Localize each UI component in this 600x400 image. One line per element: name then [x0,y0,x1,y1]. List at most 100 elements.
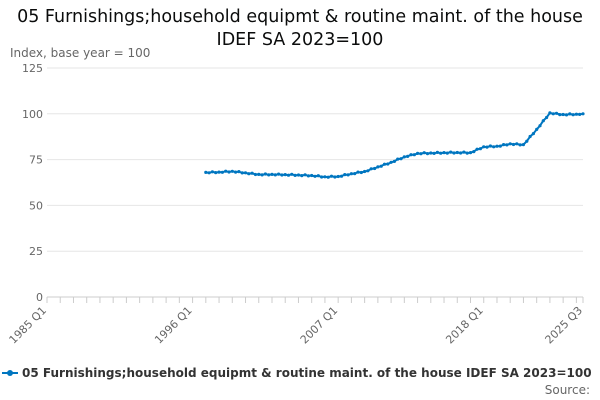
data-point[interactable] [293,173,297,177]
data-point[interactable] [409,153,413,157]
data-point[interactable] [326,175,330,179]
data-point[interactable] [422,151,426,155]
data-point[interactable] [475,147,479,151]
data-point[interactable] [247,172,251,176]
data-point[interactable] [373,166,377,171]
data-point[interactable] [220,170,224,174]
data-point[interactable] [561,112,565,117]
data-point[interactable] [204,170,208,174]
data-point[interactable] [525,139,529,143]
data-point[interactable] [260,173,264,177]
data-point[interactable] [482,145,486,149]
data-point[interactable] [313,174,317,178]
data-point[interactable] [336,174,340,179]
legend-label[interactable]: 05 Furnishings;household equipmt & routi… [22,366,592,380]
data-point[interactable] [267,173,271,177]
data-point[interactable] [412,153,416,157]
data-point[interactable] [432,151,436,155]
data-point[interactable] [214,171,218,175]
data-point[interactable] [492,145,496,149]
data-point[interactable] [234,170,238,174]
data-point[interactable] [551,112,555,116]
data-point[interactable] [263,172,267,176]
data-point[interactable] [250,171,254,175]
data-point[interactable] [379,164,383,168]
data-point[interactable] [425,152,430,156]
data-point[interactable] [349,172,353,176]
data-point[interactable] [376,165,380,169]
data-point[interactable] [465,151,469,155]
data-point[interactable] [227,170,231,174]
data-point[interactable] [270,172,274,176]
data-point[interactable] [392,159,396,163]
data-point[interactable] [528,134,532,139]
data-point[interactable] [346,173,350,177]
data-point[interactable] [488,144,492,148]
legend[interactable]: 05 Furnishings;household equipmt & routi… [2,364,592,382]
data-point[interactable] [521,143,526,147]
data-point[interactable] [339,174,344,178]
data-point[interactable] [210,170,214,174]
data-point[interactable] [300,174,304,178]
data-point[interactable] [435,150,439,154]
data-point[interactable] [243,171,248,175]
data-point[interactable] [230,169,234,173]
data-point[interactable] [518,143,522,147]
data-point[interactable] [406,154,410,158]
data-point[interactable] [402,155,406,159]
data-point[interactable] [449,150,453,154]
data-point[interactable] [442,151,446,155]
data-point[interactable] [283,173,287,177]
data-point[interactable] [290,172,294,176]
data-point[interactable] [363,169,367,174]
data-point[interactable] [505,143,509,147]
data-point[interactable] [237,170,241,174]
data-point[interactable] [498,144,502,148]
data-point[interactable] [462,150,466,154]
data-point[interactable] [343,173,347,177]
data-point[interactable] [538,124,542,128]
data-point[interactable] [296,173,301,177]
data-point[interactable] [548,111,552,115]
data-point[interactable] [286,173,291,177]
data-point[interactable] [581,112,585,116]
data-point[interactable] [568,112,572,116]
data-point[interactable] [472,150,476,154]
data-point[interactable] [439,151,443,155]
data-point[interactable] [564,113,569,117]
data-point[interactable] [277,172,281,176]
data-point[interactable] [333,175,337,179]
data-point[interactable] [554,111,559,115]
data-point[interactable] [508,142,512,146]
data-point[interactable] [224,169,228,173]
data-point[interactable] [257,172,261,176]
data-point[interactable] [502,143,506,147]
data-point[interactable] [429,151,433,155]
data-point[interactable] [571,113,575,117]
data-point[interactable] [399,157,403,161]
data-point[interactable] [303,173,307,177]
data-point[interactable] [356,170,360,174]
data-point[interactable] [419,152,423,156]
data-point[interactable] [511,142,516,147]
data-point[interactable] [389,160,393,164]
data-point[interactable] [306,174,310,178]
data-point[interactable] [240,171,244,175]
data-point[interactable] [574,112,579,116]
data-point[interactable] [531,132,536,136]
data-point[interactable] [459,151,463,155]
data-point[interactable] [515,142,519,146]
data-point[interactable] [366,169,370,173]
data-point[interactable] [416,151,420,155]
data-point[interactable] [445,151,449,155]
data-point[interactable] [369,167,373,171]
data-point[interactable] [217,170,221,174]
data-point[interactable] [386,162,390,166]
data-point[interactable] [207,171,211,175]
data-point[interactable] [545,115,549,120]
data-point[interactable] [353,172,357,176]
data-point[interactable] [396,157,400,161]
data-point[interactable] [320,175,324,179]
data-point[interactable] [541,119,545,123]
data-point[interactable] [578,112,582,116]
